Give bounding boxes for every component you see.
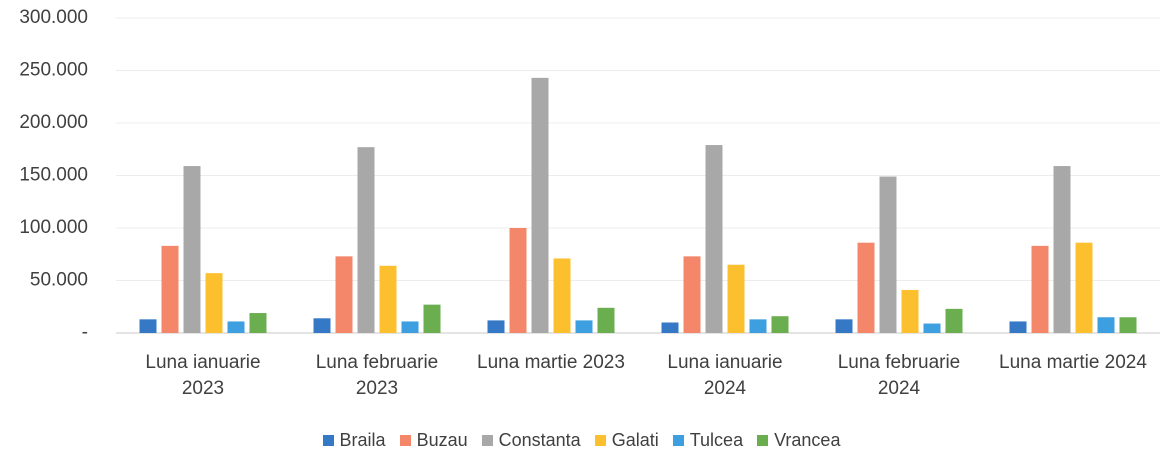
bar [835,319,853,333]
x-tick-label: Luna februarie 2023 [315,352,439,399]
x-tick-label: Luna ianuarie 2023 [145,352,261,399]
bar [139,319,157,333]
legend-swatch [399,435,411,446]
bar [161,245,179,333]
bar [379,265,397,333]
y-tick-label: 250.000 [19,60,88,81]
bar [335,256,353,333]
legend-label: Tulcea [689,430,744,450]
bar [1009,321,1027,333]
bar [401,321,419,333]
x-tick-label: Luna ianuarie 2024 [667,352,783,399]
bar [945,308,963,333]
legend-swatch [757,435,769,446]
bar [183,166,201,333]
legend-swatch [322,435,334,446]
y-tick-label: 200.000 [19,112,88,133]
bar [357,147,375,333]
y-tick-label: 300.000 [19,7,88,28]
legend-label: Braila [339,430,386,450]
bar [857,242,875,333]
bar [727,264,745,333]
bar [705,145,723,333]
bar [313,318,331,333]
legend-label: Vrancea [774,430,841,450]
bar [879,176,897,333]
bar [1119,317,1137,333]
bar [683,256,701,333]
legend-label: Buzau [416,430,468,450]
y-tick-label: 150.000 [19,165,88,186]
bar [923,323,941,333]
bar [1075,242,1093,333]
bar [575,320,593,333]
legend: Braila Buzau Constanta Galati Tulcea Vrancea [0,430,1163,451]
y-tick-label: - [82,322,88,343]
bar [749,319,767,333]
x-tick-label: Luna martie 2024 [999,352,1147,373]
bar [227,321,245,333]
x-tick-label: Luna februarie 2024 [837,352,961,399]
bar [901,289,919,333]
bar [1053,166,1071,333]
bar [509,228,527,333]
bar [1031,245,1049,333]
legend-item: Galati [594,430,659,451]
legend-swatch [594,435,606,446]
bar [1097,317,1115,333]
bar [597,307,615,333]
legend-label: Constanta [498,430,581,450]
legend-item: Vrancea [757,430,840,451]
bar [423,304,441,333]
legend-swatch [481,435,493,446]
y-tick-label: 50.000 [30,270,88,291]
y-tick-label: 100.000 [19,217,88,238]
legend-item: Braila [322,430,386,451]
bar [771,316,789,333]
bar [487,320,505,333]
bar [249,313,267,333]
x-tick-label: Luna martie 2023 [477,352,625,373]
bar [661,322,679,333]
legend-label: Galati [611,430,659,450]
bar [531,77,549,333]
legend-item: Buzau [399,430,468,451]
bar [205,273,223,333]
bar [553,258,571,333]
legend-item: Constanta [481,430,581,451]
legend-item: Tulcea [672,430,744,451]
legend-swatch [672,435,684,446]
